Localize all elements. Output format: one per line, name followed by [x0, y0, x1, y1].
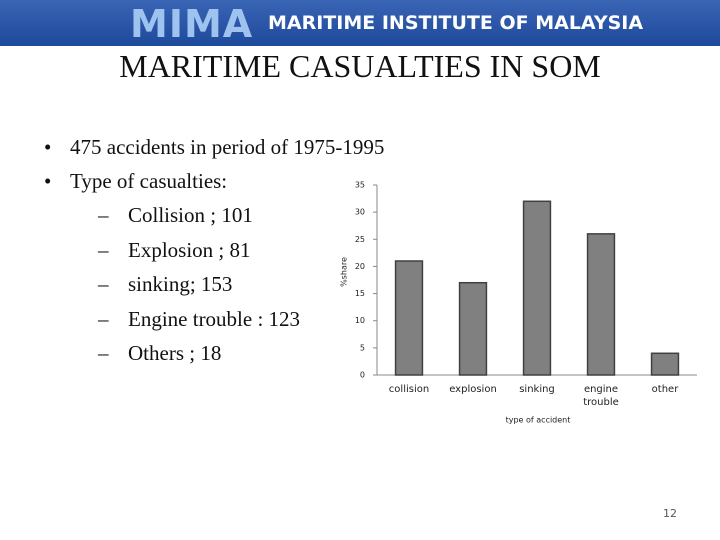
page-number: 12 [663, 507, 677, 520]
sub-bullet: Engine trouble : 123 [70, 302, 384, 337]
x-axis-label: type of accident [506, 416, 571, 425]
y-tick-label: 30 [355, 208, 365, 217]
x-tick-label: sinking [519, 384, 555, 395]
sub-bullets: Collision ; 101 Explosion ; 81 sinking; … [70, 198, 384, 371]
sub-bullet: Collision ; 101 [70, 198, 384, 233]
y-tick-label: 5 [360, 343, 365, 352]
bullet: Type of casualties: Collision ; 101 Expl… [44, 164, 384, 371]
y-tick-label: 25 [355, 235, 365, 244]
bullet: 475 accidents in period of 1975-1995 [44, 130, 384, 164]
y-tick-label: 20 [355, 262, 365, 271]
x-tick-label: engine trouble [583, 384, 619, 408]
org-name: MARITIME INSTITUTE OF MALAYSIA [268, 12, 644, 34]
y-tick-label: 0 [360, 371, 365, 380]
y-tick-label: 15 [355, 289, 365, 298]
sub-bullet: Others ; 18 [70, 336, 384, 371]
x-tick-label: collision [388, 384, 430, 395]
y-tick-label: 35 [355, 181, 365, 190]
y-axis-label: %share [340, 257, 349, 287]
bullet-text: Type of casualties: [70, 169, 228, 193]
bar [586, 233, 616, 376]
bar [650, 352, 680, 376]
x-tick-label: explosion [449, 384, 497, 395]
bar [458, 281, 488, 376]
y-tick-label: 10 [355, 316, 365, 325]
header: MIMA MARITIME INSTITUTE OF MALAYSIA [0, 0, 720, 46]
bar [394, 260, 424, 376]
bar [522, 200, 552, 376]
logo: MIMA [130, 2, 254, 46]
bullet-text: 475 accidents in period of 1975-1995 [70, 135, 385, 159]
bullets: 475 accidents in period of 1975-1995 Typ… [44, 130, 384, 371]
slide-title: MARITIME CASUALTIES IN SOM [119, 48, 601, 84]
x-tick-label: other [651, 384, 679, 395]
sub-bullet: Explosion ; 81 [70, 233, 384, 268]
sub-bullet: sinking; 153 [70, 267, 384, 302]
